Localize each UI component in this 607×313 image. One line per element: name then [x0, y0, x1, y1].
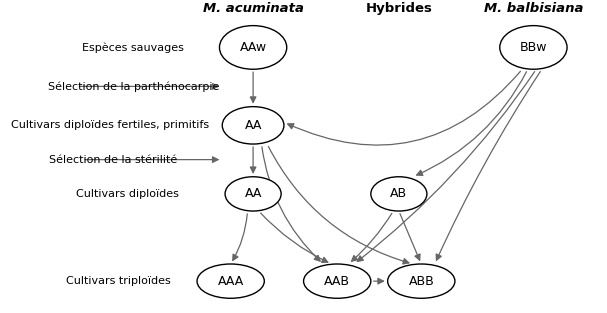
Text: AAB: AAB	[324, 275, 350, 288]
Text: Cultivars triploïdes: Cultivars triploïdes	[66, 276, 171, 286]
Text: BBw: BBw	[520, 41, 547, 54]
Text: AB: AB	[390, 187, 407, 200]
Ellipse shape	[304, 264, 371, 298]
Ellipse shape	[197, 264, 264, 298]
Text: M. balbisiana: M. balbisiana	[484, 2, 583, 15]
Ellipse shape	[225, 177, 281, 211]
Text: Hybrides: Hybrides	[365, 2, 432, 15]
Ellipse shape	[388, 264, 455, 298]
Text: M. acuminata: M. acuminata	[203, 2, 304, 15]
Ellipse shape	[371, 177, 427, 211]
Text: ABB: ABB	[409, 275, 434, 288]
Text: AAA: AAA	[217, 275, 244, 288]
Text: Sélection de la parthénocarpie: Sélection de la parthénocarpie	[49, 81, 220, 92]
Text: AA: AA	[245, 187, 262, 200]
Ellipse shape	[222, 107, 284, 144]
Text: Cultivars diploïdes: Cultivars diploïdes	[75, 189, 178, 199]
Text: Espèces sauvages: Espèces sauvages	[81, 42, 183, 53]
Ellipse shape	[500, 26, 567, 69]
Text: AA: AA	[245, 119, 262, 132]
Text: AAw: AAw	[240, 41, 266, 54]
Ellipse shape	[220, 26, 287, 69]
Text: Sélection de la stérilité: Sélection de la stérilité	[49, 155, 177, 165]
Text: Cultivars diploïdes fertiles, primitifs: Cultivars diploïdes fertiles, primitifs	[11, 120, 209, 130]
